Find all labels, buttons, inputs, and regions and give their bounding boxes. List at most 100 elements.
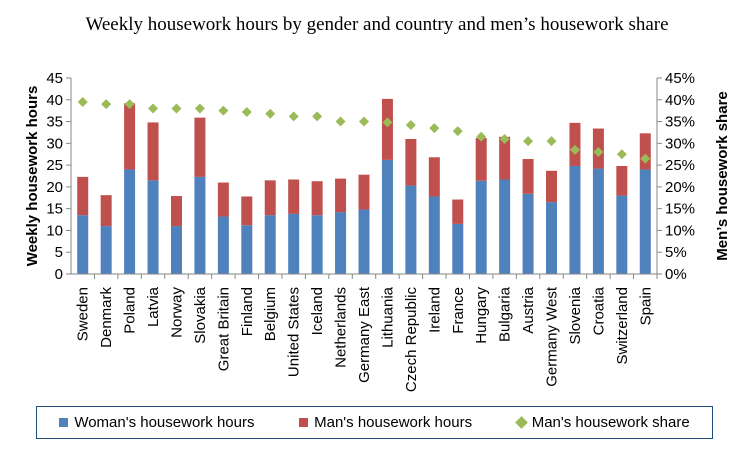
category-label-19: Austria	[520, 286, 537, 333]
share-marker-6	[218, 105, 229, 116]
bar-woman-15	[428, 196, 440, 274]
share-marker-13	[382, 117, 393, 128]
bar-man-12	[358, 174, 370, 210]
bar-woman-10	[311, 215, 323, 274]
bar-man-17	[475, 138, 487, 181]
bar-man-4	[170, 196, 182, 227]
bar-woman-21	[569, 165, 581, 274]
share-marker-4	[171, 103, 182, 114]
category-label-16: France	[450, 287, 467, 334]
bar-man-9	[288, 179, 300, 214]
legend-label-man: Man's housework hours	[314, 414, 473, 431]
share-marker-23	[616, 149, 627, 160]
y2-tick-label-5: 25%	[665, 157, 695, 174]
bar-man-15	[428, 157, 440, 197]
bar-woman-12	[358, 209, 370, 274]
bar-woman-5	[194, 176, 206, 274]
bar-man-20	[546, 170, 558, 203]
legend-swatch-share	[514, 416, 528, 429]
bar-man-6	[217, 182, 229, 217]
category-label-13: Lithuania	[379, 286, 396, 348]
share-marker-1	[101, 99, 112, 110]
y2-tick-label-1: 5%	[665, 244, 687, 261]
share-marker-19	[523, 136, 534, 147]
bar-man-1	[100, 195, 112, 227]
category-label-21: Slovenia	[567, 286, 584, 344]
y-tick-label-8: 40	[46, 92, 63, 109]
bar-woman-11	[335, 212, 347, 274]
bar-man-2	[124, 103, 136, 170]
share-marker-16	[452, 126, 463, 137]
y2-tick-label-0: 0%	[665, 266, 687, 283]
bar-woman-7	[241, 225, 253, 274]
bar-woman-3	[147, 180, 159, 274]
share-marker-15	[429, 123, 440, 134]
bars-layer	[77, 98, 651, 274]
bar-woman-19	[522, 193, 534, 274]
y2-tick-label-3: 15%	[665, 201, 695, 218]
category-label-9: United States	[286, 287, 303, 377]
bar-woman-23	[616, 195, 628, 274]
y2-tick-label-4: 20%	[665, 179, 695, 196]
bar-man-13	[381, 98, 393, 160]
y-tick-label-1: 5	[55, 244, 63, 261]
bar-woman-9	[288, 213, 300, 274]
share-marker-21	[569, 144, 580, 155]
category-label-22: Croatia	[590, 286, 607, 335]
bar-woman-0	[77, 215, 89, 274]
bar-woman-16	[452, 223, 464, 274]
share-marker-10	[312, 111, 323, 122]
share-marker-5	[194, 103, 205, 114]
bar-man-3	[147, 122, 159, 181]
share-marker-8	[265, 108, 276, 119]
category-label-11: Netherlands	[333, 287, 350, 368]
bar-woman-14	[405, 185, 417, 274]
category-label-24: Spain	[637, 287, 654, 325]
share-marker-9	[288, 111, 299, 122]
markers-layer	[77, 96, 651, 164]
category-label-18: Bulgaria	[497, 286, 514, 342]
bar-man-0	[77, 176, 89, 216]
legend-swatch-woman	[59, 418, 69, 427]
category-label-0: Sweden	[75, 287, 92, 341]
category-label-4: Norway	[168, 287, 185, 338]
category-label-7: Finland	[239, 287, 256, 336]
category-label-6: Great Britain	[215, 287, 232, 371]
y2-tick-label-2: 10%	[665, 222, 695, 239]
bar-man-14	[405, 138, 417, 186]
legend: Woman's housework hours Man's housework …	[36, 406, 713, 439]
y-tick-label-0: 0	[55, 266, 63, 283]
bar-man-7	[241, 196, 253, 226]
bar-woman-17	[475, 180, 487, 274]
share-marker-14	[405, 120, 416, 131]
share-marker-7	[241, 106, 252, 117]
y-tick-label-2: 10	[46, 222, 63, 239]
bar-woman-6	[217, 216, 229, 274]
bar-man-18	[499, 136, 511, 180]
bar-man-5	[194, 117, 206, 177]
ticks-layer: 0 5 10 15 20 25 30 35 40 45 0% 5% 10% 15% 20% 25% 30% 35%…	[46, 70, 695, 283]
bar-woman-18	[499, 179, 511, 274]
y-tick-label-9: 45	[46, 70, 63, 87]
category-label-23: Switzerland	[614, 287, 631, 365]
share-marker-24	[640, 153, 651, 164]
bar-woman-2	[124, 169, 136, 274]
category-label-14: Czech Republic	[403, 287, 420, 393]
bar-woman-22	[592, 168, 604, 274]
bar-woman-20	[546, 202, 558, 274]
legend-label-share: Man's housework share	[531, 414, 690, 431]
category-label-10: Iceland	[309, 287, 326, 335]
chart-title: Weekly housework hours by gender and cou…	[85, 14, 669, 35]
y-tick-label-6: 30	[46, 135, 63, 152]
bar-man-21	[569, 122, 581, 166]
category-label-3: Latvia	[145, 286, 162, 327]
legend-item-woman: Woman's housework hours	[59, 414, 254, 431]
legend-label-woman: Woman's housework hours	[74, 414, 255, 431]
y-tick-label-3: 15	[46, 201, 63, 218]
bar-man-10	[311, 181, 323, 216]
share-marker-3	[148, 103, 159, 114]
share-marker-22	[593, 147, 604, 158]
y-tick-label-5: 25	[46, 157, 63, 174]
y2-tick-label-6: 30%	[665, 135, 695, 152]
